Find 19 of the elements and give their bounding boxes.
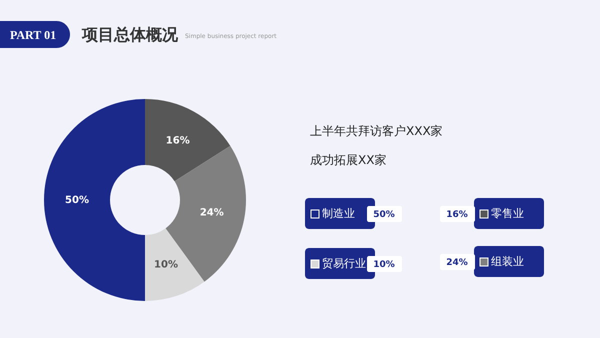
donut-slice xyxy=(44,99,145,301)
data-label: 50% xyxy=(65,195,89,206)
text: PART 01 xyxy=(10,28,56,42)
text: 24% xyxy=(446,258,468,268)
legend-label: 组装业 xyxy=(491,255,524,268)
legend-label: 零售业 xyxy=(491,207,524,220)
data-label: 16% xyxy=(166,135,190,146)
chart-title: 项目总体概况 xyxy=(81,25,179,44)
text: 50% xyxy=(373,210,395,220)
text: 10% xyxy=(373,260,395,270)
donut-slice xyxy=(145,228,204,301)
data-label: 24% xyxy=(200,208,224,219)
legend-label: 贸易行业 xyxy=(322,257,366,270)
legend-label: 制造业 xyxy=(322,207,355,220)
text: 成功拓展XX家 xyxy=(310,153,386,167)
data-label: 10% xyxy=(154,260,178,271)
text: 上半年共拜访客户XXX家 xyxy=(310,124,443,138)
text: 16% xyxy=(446,210,468,220)
donut-slice xyxy=(145,99,230,182)
